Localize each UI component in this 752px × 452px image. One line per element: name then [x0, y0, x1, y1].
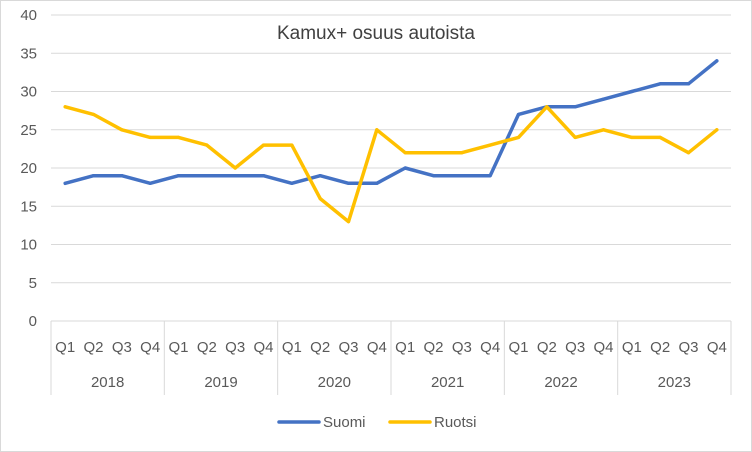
x-tick-label: Q4 [253, 339, 273, 356]
data-point [261, 174, 266, 178]
data-point [318, 197, 322, 201]
year-label: 2023 [658, 374, 691, 391]
data-point [488, 174, 492, 178]
data-point [715, 59, 719, 63]
data-point [63, 181, 67, 185]
data-point [630, 135, 634, 139]
data-point [91, 112, 96, 117]
data-point [176, 135, 181, 139]
data-point [91, 174, 96, 178]
data-point [460, 151, 464, 155]
y-tick-label: 35 [20, 45, 37, 62]
data-point [403, 166, 407, 170]
year-label: 2020 [318, 374, 351, 391]
data-point [573, 135, 577, 139]
data-point [205, 174, 209, 178]
data-point [601, 97, 606, 101]
x-tick-label: Q3 [338, 339, 358, 356]
x-tick-label: Q3 [565, 339, 585, 356]
x-tick-label: Q2 [310, 339, 330, 356]
data-point [318, 174, 322, 178]
y-tick-label: 10 [20, 237, 37, 254]
x-tick-label: Q3 [452, 339, 472, 356]
x-tick-label: Q3 [112, 339, 132, 356]
y-tick-label: 30 [20, 84, 37, 101]
data-point [375, 128, 379, 132]
data-point [516, 135, 521, 139]
data-point [658, 82, 662, 86]
year-label: 2021 [431, 374, 464, 391]
x-tick-label: Q3 [678, 339, 698, 356]
x-tick-label: Q1 [168, 339, 188, 356]
data-point [488, 143, 492, 147]
x-tick-label: Q2 [537, 339, 557, 356]
data-point [346, 181, 351, 185]
data-point [686, 151, 691, 155]
year-label: 2022 [544, 374, 577, 391]
series-line-ruotsi [63, 105, 719, 224]
x-tick-label: Q1 [395, 339, 415, 356]
data-point [431, 151, 436, 155]
data-point [205, 143, 209, 147]
year-label: 2018 [91, 374, 124, 391]
data-point [346, 219, 351, 224]
x-tick-label: Q4 [140, 339, 160, 356]
x-tick-label: Q1 [55, 339, 75, 356]
x-tick-label: Q4 [593, 339, 613, 356]
x-tick-label: Q3 [225, 339, 245, 356]
data-point [233, 166, 237, 170]
x-tick-label: Q4 [367, 339, 387, 356]
data-point [431, 174, 436, 178]
x-axis: Q1 Q2 Q3 Q4 Q1 Q2 Q3 Q4 Q1 Q2 Q3 Q4 Q1 Q2 Q3 Q4 Q1 Q2 Q3 Q4… [50, 320, 732, 395]
legend: Suomi Ruotsi [277, 414, 477, 431]
year-label: 2019 [204, 374, 237, 391]
y-tick-label: 20 [20, 160, 37, 177]
y-axis-ticks: 0 5 10 15 20 25 30 35 40 [20, 7, 37, 330]
data-point [516, 112, 521, 117]
data-point [63, 105, 67, 109]
y-tick-label: 25 [20, 122, 37, 139]
data-point [545, 105, 549, 109]
x-tick-label: Q1 [282, 339, 302, 356]
data-point [148, 181, 152, 185]
data-point [658, 135, 662, 139]
x-tick-label: Q2 [197, 339, 217, 356]
data-point [233, 174, 237, 178]
x-tick-label: Q2 [423, 339, 443, 356]
data-point [120, 128, 124, 132]
x-tick-label: Q1 [622, 339, 642, 356]
x-tick-label: Q4 [707, 339, 727, 356]
legend-label: Ruotsi [434, 414, 477, 431]
x-tick-label: Q1 [508, 339, 528, 356]
x-tick-label: Q2 [83, 339, 103, 356]
data-point [601, 128, 606, 132]
x-tick-label: Q4 [480, 339, 500, 356]
data-point [148, 135, 152, 139]
chart-title: Kamux+ osuus autoista [277, 23, 475, 44]
data-point [460, 174, 464, 178]
y-tick-label: 5 [29, 275, 37, 292]
y-tick-label: 15 [20, 198, 37, 215]
x-tick-label: Q2 [650, 339, 670, 356]
data-point [290, 181, 294, 185]
legend-label: Suomi [323, 414, 366, 431]
data-point [715, 128, 719, 132]
y-tick-label: 40 [20, 7, 37, 24]
data-point [375, 181, 379, 185]
data-point [686, 82, 691, 86]
data-point [573, 105, 577, 109]
series-line-suomi [63, 59, 719, 186]
data-point [176, 174, 181, 178]
data-point [261, 143, 266, 147]
data-point [120, 174, 124, 178]
data-point [290, 143, 294, 147]
data-point [630, 89, 634, 94]
gridlines [51, 14, 731, 284]
data-point [403, 151, 407, 155]
y-tick-label: 0 [29, 313, 37, 330]
series-lines [63, 59, 719, 224]
